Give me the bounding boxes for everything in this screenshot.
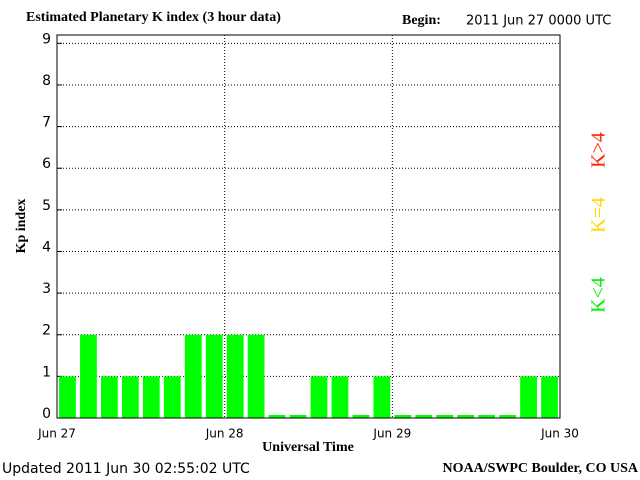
bar [247, 334, 265, 418]
begin-date: 2011 Jun 27 0000 UTC [466, 14, 611, 29]
x-tick-label: Jun 28 [205, 427, 244, 441]
y-tick-label: 7 [42, 115, 51, 131]
y-tick-label: 1 [42, 364, 51, 380]
x-tick-label: Jun 29 [372, 427, 411, 441]
begin-label: Begin: [402, 13, 441, 28]
bar [457, 415, 475, 418]
chart-title: Estimated Planetary K index (3 hour data… [26, 10, 281, 25]
bar [415, 415, 433, 418]
bar [352, 415, 370, 418]
bar [331, 376, 349, 418]
x-tick-label: Jun 30 [540, 427, 579, 441]
y-tick-label: 5 [42, 198, 51, 214]
x-tick-label: Jun 27 [37, 427, 76, 441]
bar [101, 376, 118, 418]
bar [121, 376, 139, 418]
y-tick-label: 0 [42, 406, 51, 422]
bar [226, 334, 244, 418]
bar [520, 376, 537, 418]
bar [184, 334, 202, 418]
y-tick-label: 8 [42, 73, 51, 89]
updated: Updated 2011 Jun 30 02:55:02 UTC [2, 461, 250, 477]
bar [289, 415, 307, 418]
bar [478, 415, 496, 418]
bar [436, 415, 454, 418]
bar [499, 415, 516, 418]
bar [394, 415, 412, 418]
legend-entry: K<4 [588, 277, 610, 313]
y-axis-label: Kp index [14, 199, 29, 254]
bar [310, 376, 328, 418]
bar [541, 376, 558, 418]
source: NOAA/SWPC Boulder, CO USA [442, 461, 638, 476]
bar [59, 376, 76, 418]
x-axis-label: Universal Time [262, 440, 354, 455]
legend-entry: K=4 [588, 197, 610, 233]
bar [268, 415, 286, 418]
bar [80, 334, 97, 418]
bar [205, 334, 223, 418]
y-tick-label: 6 [42, 156, 51, 172]
plot-frame [56, 34, 561, 419]
y-tick-label: 9 [42, 31, 51, 47]
y-tick-label: 4 [42, 239, 51, 255]
y-tick-label: 3 [42, 281, 51, 297]
legend-entry: K>4 [588, 132, 610, 168]
bar [373, 376, 391, 418]
y-tick-label: 2 [42, 323, 51, 339]
bar [142, 376, 160, 418]
bar [163, 376, 181, 418]
